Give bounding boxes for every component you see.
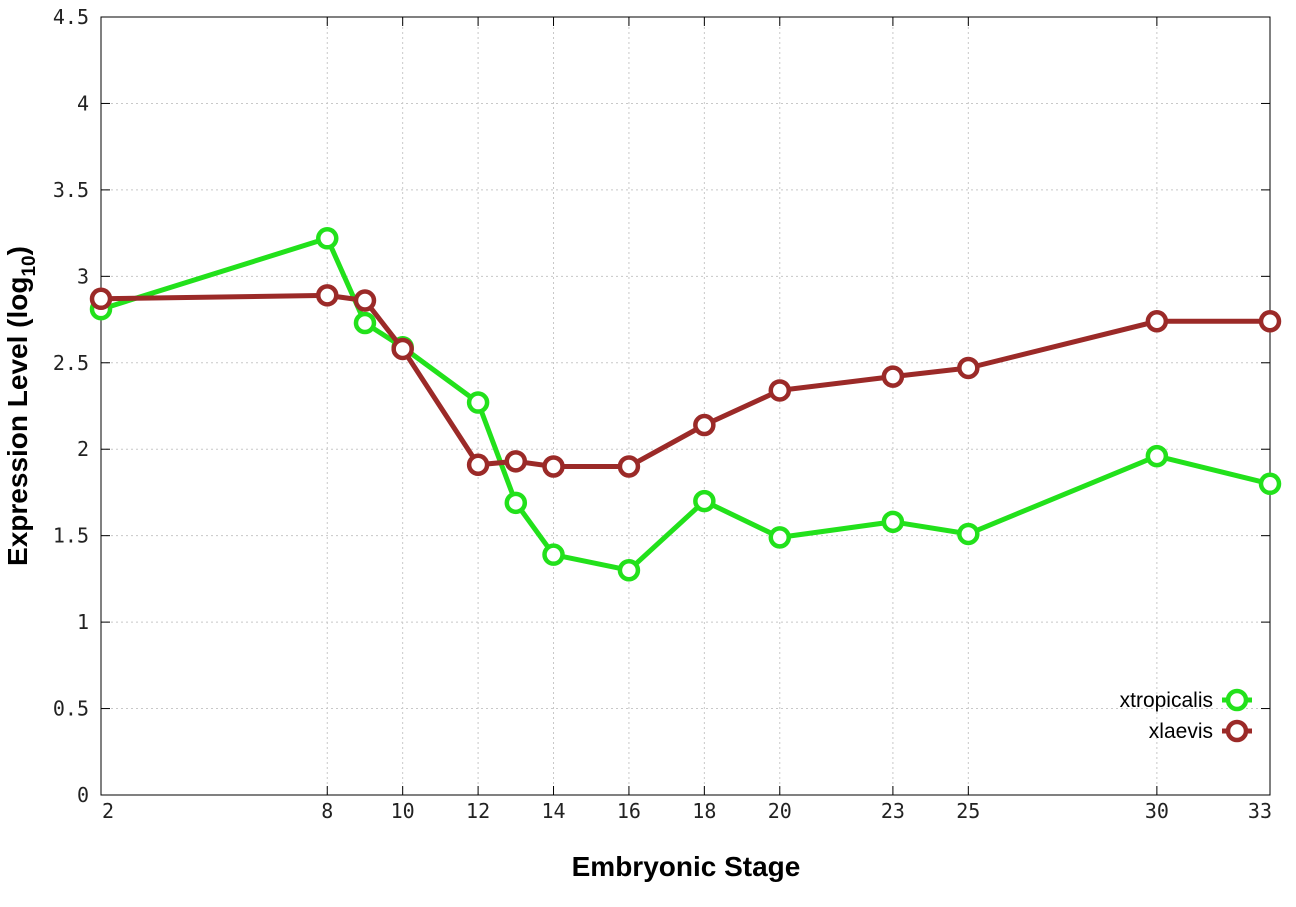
- y-tick-label: 4: [77, 91, 89, 115]
- data-point: [768, 526, 792, 549]
- x-tick-label: 20: [768, 799, 792, 823]
- grid: [101, 17, 1270, 795]
- data-point: [1258, 472, 1282, 496]
- x-tick-label: 12: [466, 799, 490, 823]
- data-point: [316, 284, 339, 307]
- data-point: [881, 510, 905, 534]
- x-axis: 2 8 10 12 14 16 18 20 23 25 30 33: [100, 17, 1272, 823]
- data-series: [89, 227, 1282, 582]
- data-point: [957, 356, 980, 380]
- x-tick-label: 14: [541, 799, 565, 823]
- data-point: [1258, 310, 1282, 333]
- series-line: [100, 292, 1270, 469]
- x-tick-label: 23: [881, 799, 905, 823]
- y-tick-label: 0.5: [53, 697, 89, 721]
- series-xlaevis: [89, 284, 1282, 478]
- data-point: [466, 391, 490, 414]
- x-tick-label: 33: [1248, 799, 1272, 823]
- data-point: [542, 455, 565, 478]
- legend-label: xlaevis: [1149, 720, 1213, 743]
- data-point: [617, 558, 641, 582]
- series-line: [100, 235, 1271, 573]
- data-point: [353, 289, 377, 312]
- x-tick-label: 8: [321, 799, 333, 823]
- plot-area-frame: [100, 16, 1271, 796]
- legend-item: xlaevis: [1149, 719, 1252, 743]
- data-point: [881, 365, 905, 388]
- y-axis-title: Expression Level (log10): [2, 246, 40, 566]
- y-tick-label: 4.5: [53, 5, 89, 29]
- data-point: [1145, 444, 1169, 468]
- data-point: [466, 453, 490, 477]
- data-point: [391, 337, 414, 361]
- data-point: [768, 379, 792, 402]
- y-axis: 0 0.5 1 1.5 2 2.5 3 3.5 4 4.5: [53, 5, 1270, 807]
- y-axis-title-subscript: 10: [19, 255, 40, 276]
- x-tick-label: 10: [391, 799, 415, 823]
- legend-swatch-marker: [1225, 719, 1249, 743]
- y-tick-label: 1: [77, 610, 89, 634]
- y-tick-label: 2: [77, 437, 89, 461]
- data-point: [316, 227, 339, 250]
- data-point: [1145, 310, 1169, 333]
- series-xtropicalis: [89, 227, 1282, 582]
- legend-item: xtropicalis: [1120, 688, 1252, 712]
- data-point: [617, 455, 641, 478]
- x-axis-title: Embryonic Stage: [572, 851, 801, 882]
- legend-label: xtropicalis: [1120, 689, 1213, 712]
- x-tick-label: 16: [617, 799, 641, 823]
- data-point: [89, 287, 113, 311]
- y-tick-label: 0: [77, 783, 89, 807]
- data-point: [504, 491, 528, 515]
- y-axis-title-main: Expression Level (log: [2, 277, 33, 566]
- x-tick-label: 18: [692, 799, 716, 823]
- y-tick-label: 3.5: [53, 178, 89, 202]
- x-tick-label: 25: [956, 799, 980, 823]
- data-point: [693, 413, 716, 437]
- legend-swatch-marker: [1225, 688, 1249, 712]
- y-tick-label: 3: [77, 264, 89, 288]
- data-point: [504, 450, 528, 473]
- y-tick-label: 2.5: [53, 351, 89, 375]
- x-tick-label: 2: [102, 799, 114, 823]
- y-tick-label: 1.5: [53, 524, 89, 548]
- legend: xtropicalis xlaevis: [1120, 688, 1252, 743]
- data-point: [353, 311, 377, 335]
- data-point: [542, 543, 565, 566]
- x-tick-label: 30: [1145, 799, 1169, 823]
- y-axis-title-suffix: ): [2, 246, 33, 255]
- data-point: [693, 489, 716, 513]
- data-point: [957, 522, 980, 546]
